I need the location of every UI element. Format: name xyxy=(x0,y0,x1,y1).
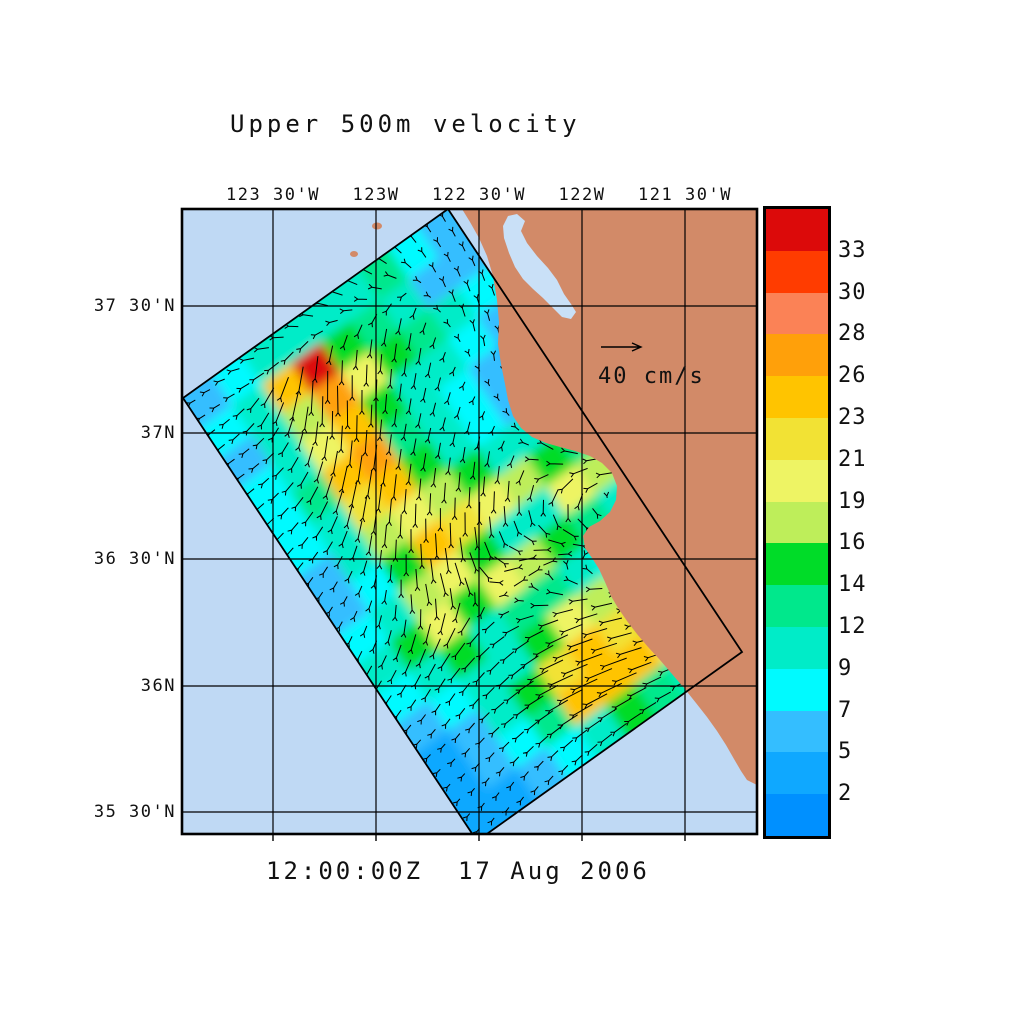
x-tick-label: 123 30'W xyxy=(226,185,320,205)
colorbar-tick-label: 33 xyxy=(838,237,867,263)
colorbar-segment xyxy=(766,459,828,502)
colorbar-tick-label: 2 xyxy=(838,781,853,807)
colorbar-segment xyxy=(766,710,828,753)
colorbar-segment xyxy=(766,292,828,335)
colorbar-tick-label: 30 xyxy=(838,279,867,305)
colorbar-tick-label: 28 xyxy=(838,321,867,347)
y-tick-label: 37N xyxy=(140,423,176,443)
colorbar-segment xyxy=(766,668,828,711)
colorbar-segment xyxy=(766,334,828,377)
colorbar-tick-label: 21 xyxy=(838,446,867,472)
colorbar-segment xyxy=(766,376,828,418)
colorbar-segment xyxy=(766,585,828,627)
x-tick-label: 121 30'W xyxy=(638,185,732,205)
colorbar-segment xyxy=(766,543,828,586)
y-tick-label: 36 30'N xyxy=(93,549,176,569)
figure-title: Upper 500m velocity xyxy=(230,110,581,138)
y-tick-label: 36N xyxy=(140,676,176,696)
land-layer xyxy=(462,209,757,785)
colorbar-tick-label: 16 xyxy=(838,530,867,556)
x-tick-label: 122 30'W xyxy=(432,185,526,205)
colorbar-tick-label: 12 xyxy=(838,614,867,639)
reference-arrow-label: 40 cm/s xyxy=(598,364,705,389)
x-tick-label: 122W xyxy=(558,185,606,205)
vector-arrows-layer xyxy=(185,212,730,834)
map-frame xyxy=(180,207,759,836)
colorbar-segment xyxy=(766,626,828,669)
island xyxy=(350,251,358,257)
colorbar-tick-label: 26 xyxy=(838,363,867,389)
y-tick-label: 35 30'N xyxy=(93,802,176,822)
colorbar-segment xyxy=(766,752,828,795)
colorbar-tick-label: 7 xyxy=(838,697,853,723)
colorbar-segment xyxy=(766,794,828,836)
domain-outline xyxy=(182,209,744,834)
colorbar-segment xyxy=(766,209,828,251)
graticule-layer xyxy=(182,209,757,834)
y-tick-label: 37 30'N xyxy=(93,296,176,316)
colorbar xyxy=(763,206,831,839)
colorbar-tick-label: 5 xyxy=(838,739,853,765)
island xyxy=(372,222,382,230)
colorbar-tick-label: 9 xyxy=(838,655,853,681)
timestamp-caption: 12:00:00Z 17 Aug 2006 xyxy=(266,857,650,885)
x-tick-label: 123W xyxy=(352,185,400,205)
colorbar-segment xyxy=(766,250,828,293)
colorbar-segment xyxy=(766,501,828,544)
colorbar-segments xyxy=(766,209,828,836)
colorbar-tick-label: 19 xyxy=(838,488,867,514)
sf-bay xyxy=(503,214,576,319)
colorbar-segment xyxy=(766,417,828,460)
colorbar-tick-label: 23 xyxy=(838,405,867,430)
colorbar-tick-label: 14 xyxy=(838,572,867,598)
reference-arrow-icon: 40 cm/s xyxy=(598,342,705,389)
